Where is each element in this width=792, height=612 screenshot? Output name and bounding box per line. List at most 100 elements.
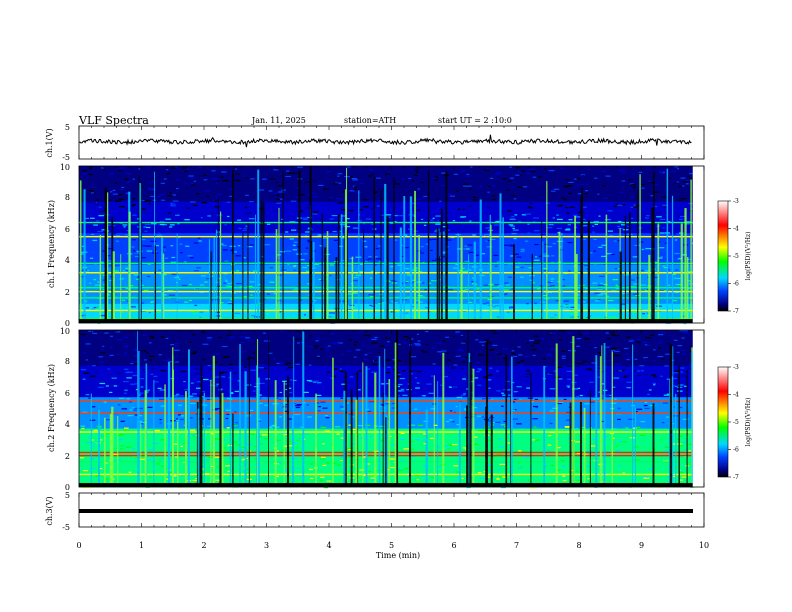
spectrogram-speckle — [675, 183, 679, 185]
spectrogram-speckle — [461, 342, 466, 344]
spectrogram-speckle — [552, 242, 556, 245]
sferic-spike — [651, 207, 654, 320]
spectrogram-speckle — [240, 449, 244, 451]
spectrogram-speckle — [293, 442, 299, 444]
sferic-spike — [653, 171, 655, 320]
spectrogram-speckle — [249, 390, 254, 392]
spectrogram-speckle — [398, 215, 404, 217]
spectrogram-speckle — [160, 405, 166, 407]
sferic-spike — [139, 182, 142, 320]
spectrogram-speckle — [362, 199, 367, 201]
spectrogram-speckle — [525, 178, 529, 180]
spectrogram-speckle — [358, 370, 362, 372]
spectrogram-speckle — [496, 171, 502, 174]
spectrogram-speckle — [213, 368, 217, 370]
spectrogram-speckle — [651, 456, 658, 458]
spectrogram-speckle — [461, 477, 464, 480]
spectrogram-speckle — [119, 167, 126, 169]
spectrogram-speckle — [662, 204, 668, 206]
spectrogram-speckle — [621, 398, 626, 400]
spectrogram-speckle — [666, 228, 673, 230]
spectrogram-speckle — [117, 404, 121, 406]
spectrogram-speckle — [547, 444, 552, 446]
sferic-spike — [161, 237, 164, 320]
spectrogram-speckle — [502, 357, 508, 359]
spectrogram-speckle — [420, 208, 424, 210]
sferic-spike — [154, 171, 156, 320]
spectrogram-speckle — [160, 220, 165, 222]
spectrogram-speckle — [565, 417, 571, 420]
spectrogram-speckle — [680, 215, 686, 218]
spectrogram-speckle — [214, 438, 221, 440]
spectrogram-speckle — [657, 342, 663, 344]
sferic-spike — [256, 339, 259, 484]
spectrogram-speckle — [535, 174, 539, 177]
spectrogram-speckle — [348, 339, 352, 341]
spectrogram-speckle — [250, 178, 255, 180]
spectrogram-speckle — [225, 467, 228, 470]
spectrogram-speckle — [577, 387, 581, 389]
spectrogram-speckle — [166, 478, 169, 480]
spectrogram-speckle — [320, 426, 327, 428]
spectrogram-speckle — [611, 334, 615, 336]
spectrogram-speckle — [564, 303, 569, 306]
spectrogram-speckle — [632, 311, 638, 314]
spectrogram-speckle — [296, 403, 302, 406]
spectrogram-speckle — [434, 349, 439, 351]
sferic-spike — [442, 352, 445, 484]
spectrogram-speckle — [582, 360, 588, 362]
spectrogram-speckle — [218, 336, 222, 339]
spectrogram-speckle — [470, 368, 475, 370]
spectrogram-speckle — [633, 283, 639, 285]
spectrogram-speckle — [616, 353, 622, 355]
spectrogram-speckle — [298, 437, 301, 440]
spectrogram-speckle — [322, 407, 328, 409]
spectrogram-speckle — [613, 442, 617, 444]
spectrogram-speckle — [592, 469, 597, 471]
spectrogram-speckle — [114, 460, 118, 462]
spectrogram-speckle — [369, 296, 375, 298]
spectrogram-speckle — [118, 198, 125, 200]
spectrogram-speckle — [404, 199, 411, 201]
spectrogram-speckle — [397, 420, 402, 422]
spectrogram-speckle — [688, 177, 694, 179]
spectrogram-speckle — [674, 370, 679, 372]
spectrogram-speckle — [184, 219, 190, 221]
spectrogram-speckle — [234, 251, 237, 253]
spectrogram-speckle — [202, 340, 205, 342]
spectrogram-speckle — [329, 356, 333, 358]
spectrogram-speckle — [321, 237, 328, 239]
spectrogram-speckle — [326, 480, 332, 482]
spectrogram-band — [79, 173, 693, 179]
spectrogram-speckle — [551, 440, 556, 443]
spectrogram-speckle — [101, 294, 105, 297]
spectrogram-speckle — [462, 267, 465, 270]
spectrogram-speckle — [294, 280, 301, 282]
spectrogram-speckle — [556, 205, 562, 207]
spectrogram-speckle — [652, 382, 657, 384]
spectrogram-speckle — [461, 290, 466, 292]
spectrogram-speckle — [378, 425, 385, 427]
spectrogram-speckle — [429, 239, 433, 241]
spectrogram-speckle — [550, 261, 555, 264]
spectrogram-speckle — [311, 197, 318, 200]
spectrogram-speckle — [602, 263, 607, 265]
spectrogram-speckle — [92, 239, 98, 241]
spectrogram-speckle — [684, 449, 689, 452]
spectrogram-speckle — [579, 394, 583, 397]
sferic-spike — [531, 253, 533, 320]
spectrogram-speckle — [86, 416, 92, 418]
sferic-spike — [154, 245, 157, 320]
spectrogram-band — [79, 337, 693, 343]
spectrogram-speckle — [612, 279, 619, 281]
spectrogram-speckle — [457, 248, 462, 250]
spectrogram-speckle — [325, 349, 329, 351]
spectrogram-speckle — [399, 257, 405, 259]
spectrogram-speckle — [219, 203, 225, 205]
spectrogram-speckle — [513, 391, 519, 393]
spectrogram-speckle — [493, 332, 498, 334]
spectrogram-speckle — [668, 177, 671, 180]
spectrogram-speckle — [564, 199, 568, 201]
spectrogram-speckle — [303, 314, 306, 316]
spectrogram-speckle — [529, 279, 534, 281]
